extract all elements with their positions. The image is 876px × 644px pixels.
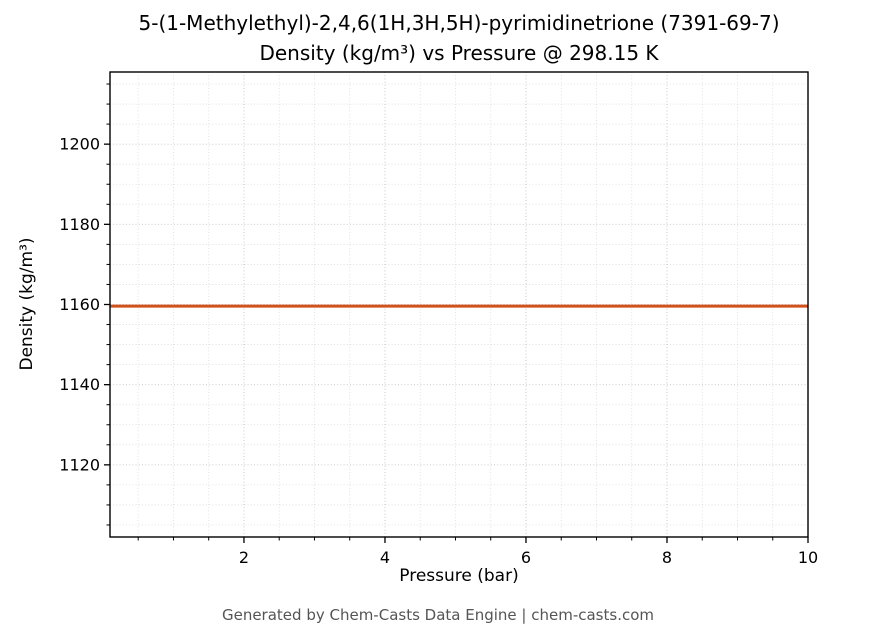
y-axis-label: Density (kg/m³) (17, 237, 37, 371)
x-tick-label: 4 (380, 548, 390, 567)
y-tick-label: 1180 (59, 215, 100, 234)
y-tick-label: 1200 (59, 135, 100, 154)
y-tick-label: 1140 (59, 375, 100, 394)
y-tick-label: 1120 (59, 455, 100, 474)
footer-credit: Generated by Chem-Casts Data Engine | ch… (221, 606, 655, 624)
x-tick-label: 2 (239, 548, 249, 567)
chart-title-line2: Density (kg/m³) vs Pressure @ 298.15 K (259, 41, 659, 65)
y-tick-label: 1160 (59, 295, 100, 314)
x-tick-label: 10 (798, 548, 818, 567)
chart-title-line1: 5-(1-Methylethyl)-2,4,6(1H,3H,5H)-pyrimi… (138, 11, 780, 35)
x-axis-label: Pressure (bar) (399, 566, 519, 586)
chart-title: 5-(1-Methylethyl)-2,4,6(1H,3H,5H)-pyrimi… (110, 8, 808, 68)
x-tick-label: 6 (521, 548, 531, 567)
x-tick-label: 8 (662, 548, 672, 567)
